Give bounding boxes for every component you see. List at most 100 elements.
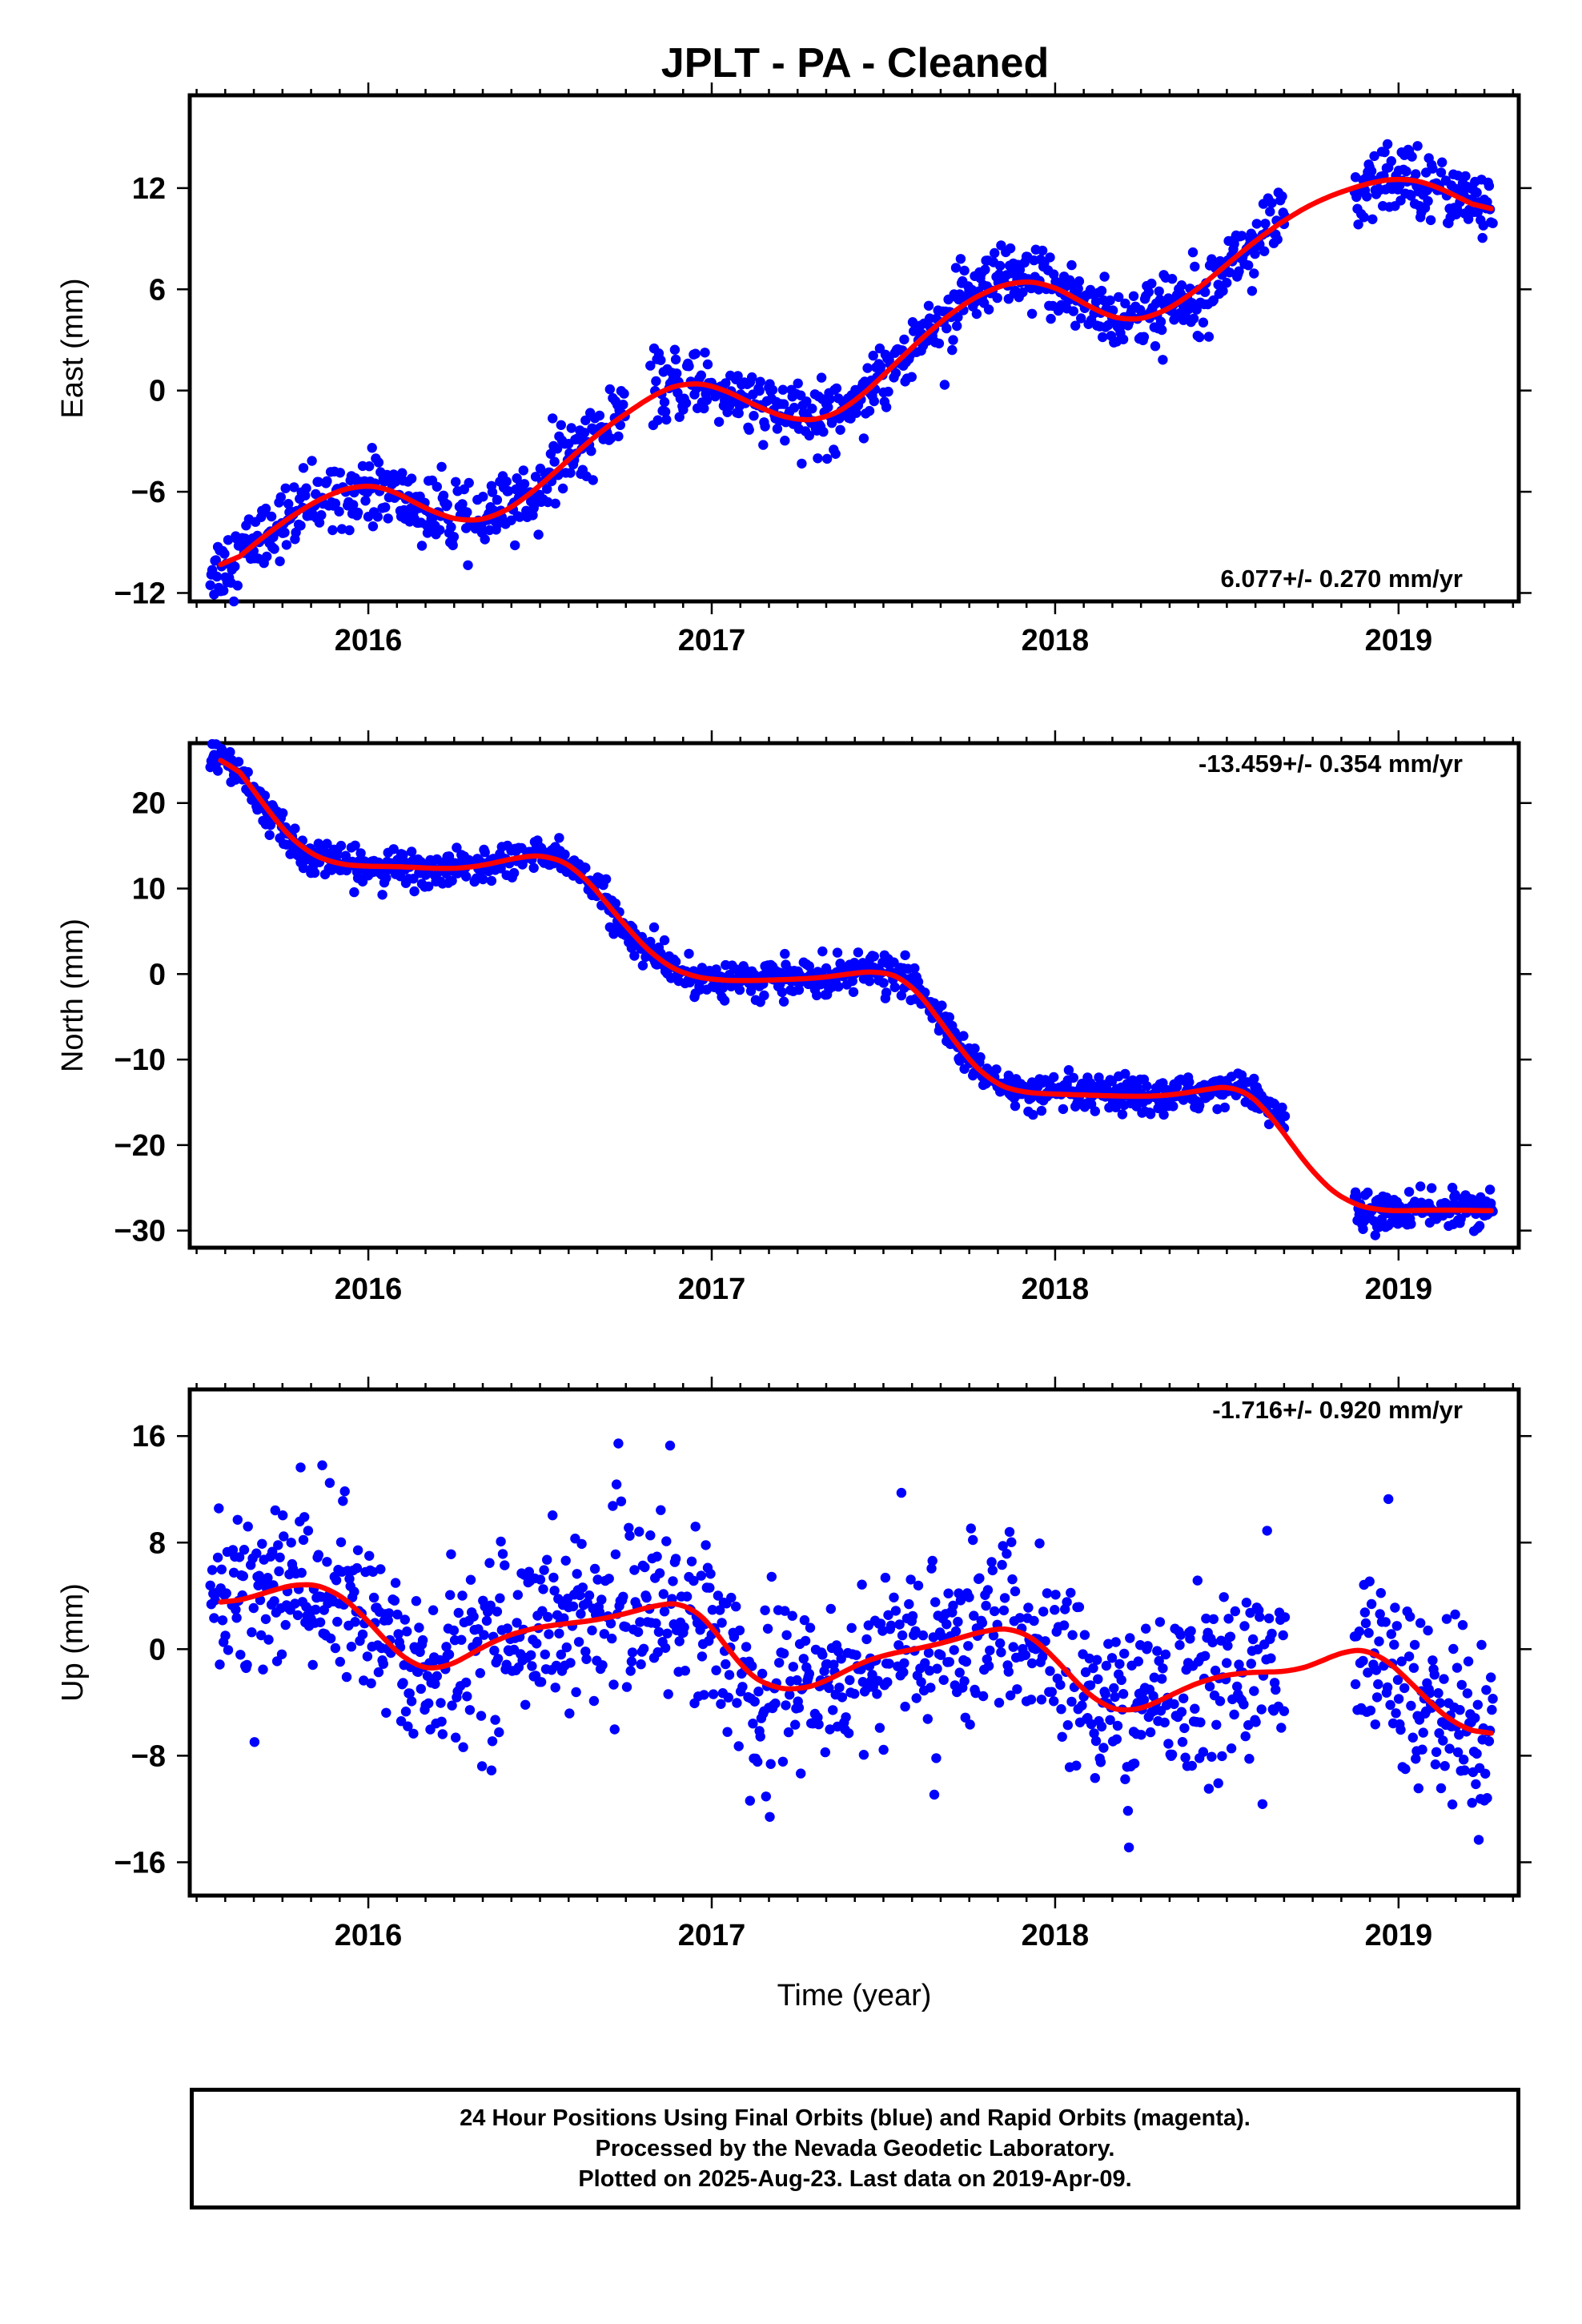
data-point xyxy=(464,1705,476,1715)
data-point xyxy=(987,1565,998,1576)
data-point xyxy=(1103,320,1114,331)
data-point xyxy=(1152,1646,1162,1656)
data-point xyxy=(1007,1574,1018,1585)
data-point xyxy=(223,1645,234,1655)
data-point xyxy=(950,1626,962,1637)
data-point xyxy=(373,1667,384,1678)
data-point xyxy=(1383,1494,1394,1505)
data-point xyxy=(519,479,530,489)
data-point xyxy=(1400,1763,1411,1775)
data-point xyxy=(1257,1799,1268,1809)
data-point xyxy=(212,1552,223,1563)
data-point xyxy=(981,1600,991,1611)
data-point xyxy=(1447,1799,1458,1810)
data-point xyxy=(1234,1659,1244,1670)
data-point xyxy=(774,1658,785,1668)
velocity-rate-label: -1.716+/- 0.920 mm/yr xyxy=(1212,1396,1463,1424)
data-point xyxy=(640,1562,650,1573)
data-point xyxy=(1279,1612,1291,1622)
data-point xyxy=(790,1719,801,1730)
velocity-rate-label: 6.077+/- 0.270 mm/yr xyxy=(1221,565,1463,593)
data-point xyxy=(689,1575,699,1586)
data-point xyxy=(877,1626,888,1636)
data-point xyxy=(686,1556,697,1567)
data-point xyxy=(436,1698,446,1708)
data-point xyxy=(325,1633,336,1644)
data-point xyxy=(1463,1656,1474,1667)
footer-line-plotted-on: Plotted on 2025-Aug-23. Last data on 201… xyxy=(578,2166,1132,2192)
data-point xyxy=(684,948,694,959)
data-point xyxy=(307,456,317,466)
data-point xyxy=(1158,1078,1168,1088)
data-point xyxy=(1158,355,1168,365)
data-point xyxy=(665,1440,676,1451)
data-point xyxy=(885,1620,897,1631)
data-point xyxy=(1150,341,1161,352)
data-point xyxy=(360,496,371,506)
data-point xyxy=(225,746,235,758)
data-point xyxy=(909,963,920,974)
data-point xyxy=(894,1619,905,1630)
data-point xyxy=(322,476,332,486)
data-point xyxy=(1229,1709,1239,1720)
data-point xyxy=(937,1000,947,1011)
y-tick-label: 10 xyxy=(132,873,166,907)
data-point xyxy=(1279,1706,1290,1716)
data-point xyxy=(390,1578,401,1588)
data-point xyxy=(777,384,789,395)
data-point xyxy=(1169,1699,1179,1710)
data-point xyxy=(1034,1538,1045,1549)
data-point xyxy=(576,1538,587,1550)
data-point xyxy=(1186,1760,1198,1771)
data-point xyxy=(1470,1713,1480,1723)
data-point xyxy=(1266,1653,1276,1663)
data-point xyxy=(560,1555,571,1566)
data-point xyxy=(307,1659,318,1671)
data-point xyxy=(1439,1761,1450,1771)
data-point xyxy=(1403,1651,1415,1662)
data-point xyxy=(780,436,790,446)
data-point xyxy=(1279,1111,1291,1121)
data-point xyxy=(645,360,656,371)
data-point xyxy=(825,1603,837,1614)
data-point xyxy=(352,1545,363,1556)
data-point xyxy=(605,1618,616,1629)
data-point xyxy=(480,534,490,545)
data-point xyxy=(1160,1649,1171,1660)
data-point xyxy=(818,427,829,437)
data-point xyxy=(1371,1665,1382,1675)
data-point xyxy=(1003,1667,1014,1677)
data-point xyxy=(961,1656,972,1667)
data-point xyxy=(489,1645,500,1656)
data-point xyxy=(417,1634,428,1646)
data-point xyxy=(950,263,962,273)
data-point xyxy=(648,922,660,933)
data-point xyxy=(659,1606,670,1617)
data-point xyxy=(248,1602,259,1614)
data-point xyxy=(484,1558,495,1568)
data-point xyxy=(1074,276,1085,287)
data-point xyxy=(311,1604,321,1615)
data-point xyxy=(1145,1109,1156,1120)
data-point xyxy=(798,1654,809,1664)
data-point xyxy=(1030,1644,1042,1655)
data-point xyxy=(724,1670,735,1680)
data-point xyxy=(538,1584,548,1594)
data-point xyxy=(1023,1602,1034,1613)
data-point xyxy=(1111,1734,1122,1744)
data-point xyxy=(1239,1621,1250,1631)
data-point xyxy=(896,990,907,1001)
data-point xyxy=(624,1522,634,1534)
data-point xyxy=(592,1574,603,1585)
panel-up: 2016 2017 2018 2019 −16 −8 0 8 16 Up (mm) -1.716+/… xyxy=(56,1377,1532,2012)
data-point xyxy=(597,1660,608,1671)
y-tick-label: −10 xyxy=(114,1043,166,1077)
data-point xyxy=(739,963,749,974)
data-point xyxy=(660,1642,671,1653)
data-point xyxy=(205,580,215,590)
data-point xyxy=(792,1675,802,1686)
data-point xyxy=(864,405,875,416)
data-point xyxy=(674,412,685,422)
y-tick-label: 8 xyxy=(149,1526,166,1560)
data-point xyxy=(1185,1634,1195,1644)
